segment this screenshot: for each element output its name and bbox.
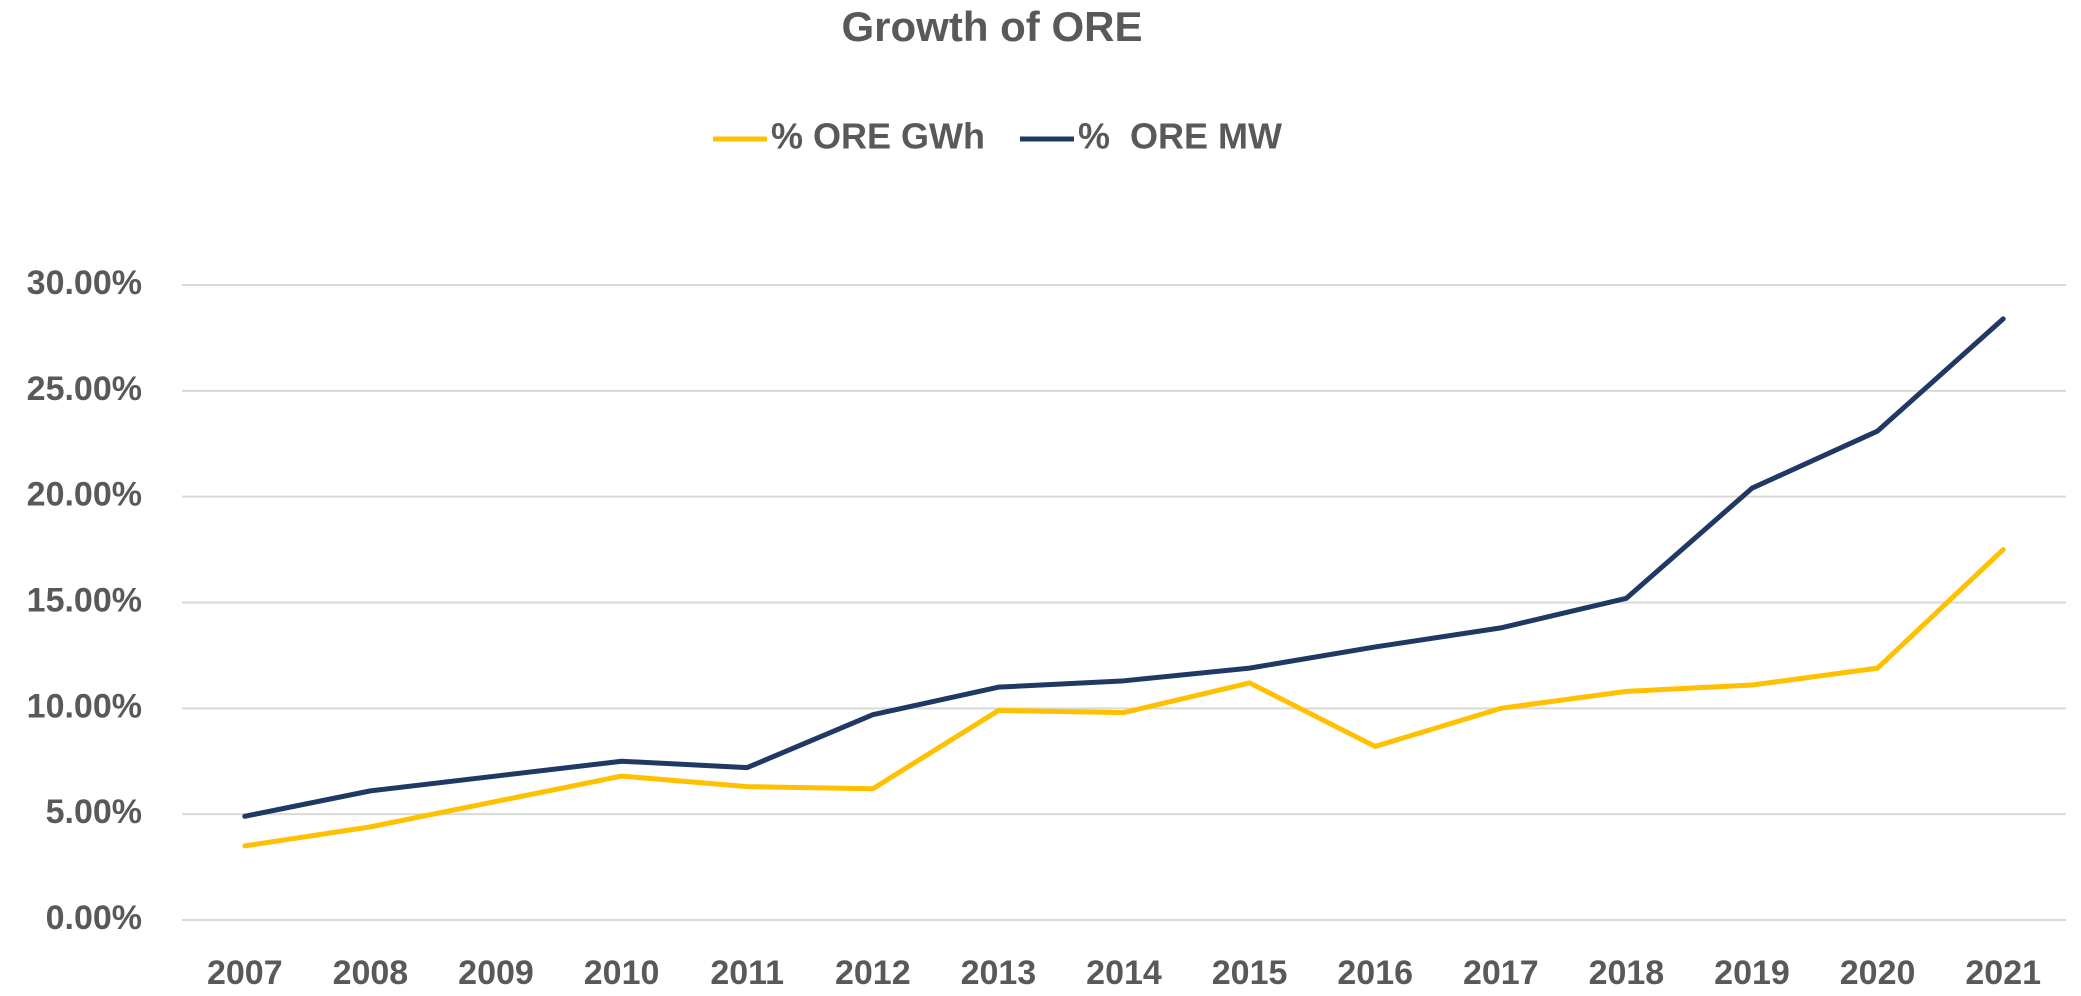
chart-title: Growth of ORE [842, 3, 1143, 50]
x-tick-label: 2017 [1463, 954, 1539, 992]
x-tick-label: 2007 [207, 954, 283, 992]
y-tick-label: 30.00% [27, 264, 142, 302]
legend-label: % ORE GWh [771, 116, 985, 157]
x-tick-label: 2019 [1714, 954, 1790, 992]
x-tick-label: 2015 [1212, 954, 1288, 992]
y-tick-label: 0.00% [46, 899, 142, 937]
x-tick-label: 2021 [1965, 954, 2041, 992]
x-tick-label: 2020 [1840, 954, 1916, 992]
series-line [242, 547, 2006, 849]
y-tick-label: 15.00% [27, 581, 142, 619]
y-tick-label: 10.00% [27, 687, 142, 725]
x-tick-label: 2016 [1337, 954, 1413, 992]
legend-label: % ORE MW [1078, 116, 1282, 157]
x-tick-label: 2011 [710, 954, 784, 992]
y-tick-label: 25.00% [27, 370, 142, 408]
x-tick-label: 2012 [835, 954, 911, 992]
x-tick-label: 2013 [961, 954, 1037, 992]
x-tick-label: 2008 [333, 954, 409, 992]
y-tick-label: 20.00% [27, 476, 142, 514]
x-tick-label: 2009 [458, 954, 534, 992]
x-tick-label: 2010 [584, 954, 660, 992]
x-tick-label: 2018 [1589, 954, 1665, 992]
series-line [242, 316, 2006, 819]
y-tick-label: 5.00% [46, 793, 142, 831]
x-tick-label: 2014 [1086, 954, 1162, 992]
